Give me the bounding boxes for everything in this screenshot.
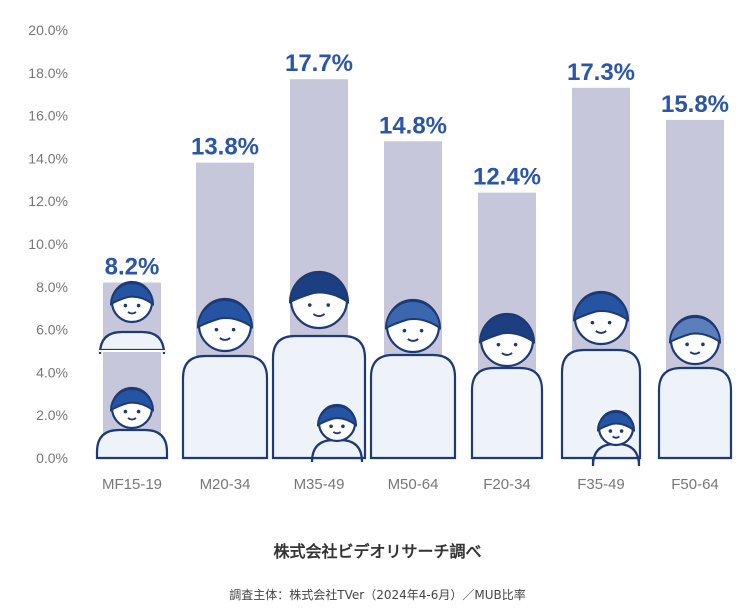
person-head xyxy=(596,409,636,447)
y-tick-label: 2.0% xyxy=(36,407,68,423)
x-tick-label: F35-49 xyxy=(577,476,625,493)
divider xyxy=(99,350,165,352)
person-head xyxy=(196,297,254,353)
source-title: 株式会社ビデオリサーチ調べ xyxy=(273,542,482,561)
person-body xyxy=(560,348,642,460)
person-head xyxy=(288,270,350,330)
person-body xyxy=(95,428,169,460)
person-head xyxy=(384,298,442,354)
person-f50 xyxy=(657,314,733,460)
y-tick-label: 8.0% xyxy=(36,279,68,295)
x-tick-label: F20-34 xyxy=(483,476,531,493)
x-tick-label: MF15-19 xyxy=(102,476,162,493)
data-label: 12.4% xyxy=(473,164,541,191)
data-label: 15.8% xyxy=(661,91,729,118)
person-f35-child xyxy=(591,409,641,467)
person-head xyxy=(668,314,722,366)
x-tick-label: M50-64 xyxy=(388,476,439,493)
data-label: 17.3% xyxy=(567,59,635,86)
x-tick-label: M20-34 xyxy=(200,476,251,493)
y-tick-label: 16.0% xyxy=(28,108,68,124)
person-head xyxy=(109,386,155,430)
data-label: 8.2% xyxy=(105,254,160,281)
y-tick-label: 20.0% xyxy=(28,22,68,38)
person-m50 xyxy=(369,298,457,460)
y-tick-label: 14.0% xyxy=(28,150,68,166)
x-tick-label: M35-49 xyxy=(294,476,345,493)
value-labels: 8.2% 13.8% 17.7% 14.8% 12.4% 17.3% 15.8% xyxy=(105,50,729,280)
x-axis: MF15-19 M20-34 M35-49 M50-64 F20-34 F35-49 F50… xyxy=(102,476,719,493)
y-tick-label: 12.0% xyxy=(28,193,68,209)
y-tick-label: 10.0% xyxy=(28,236,68,252)
person-body xyxy=(591,442,641,467)
x-tick-label: F50-64 xyxy=(671,476,719,493)
data-label: 13.8% xyxy=(191,134,259,161)
y-tick-label: 0.0% xyxy=(36,450,68,466)
y-tick-label: 18.0% xyxy=(28,65,68,81)
person-f20 xyxy=(470,312,544,460)
source-note: 調査主体：株式会社TVer（2024年4-6月）／MUB比率 xyxy=(229,588,526,602)
y-tick-label: 4.0% xyxy=(36,364,68,380)
y-axis: 0.0% 2.0% 4.0% 6.0% 8.0% 10.0% 12.0% 14.0% 16.0%… xyxy=(28,22,68,466)
person-head xyxy=(572,290,630,346)
y-tick-label: 6.0% xyxy=(36,322,68,338)
data-label: 17.7% xyxy=(285,50,353,77)
person-head xyxy=(478,312,536,368)
person-mf-girl xyxy=(98,280,166,355)
person-head xyxy=(316,403,358,443)
person-body xyxy=(271,334,367,460)
person-body xyxy=(369,353,457,460)
bar-chart: 0.0% 2.0% 4.0% 6.0% 8.0% 10.0% 12.0% 14.0% 16.0%… xyxy=(28,22,733,493)
person-body xyxy=(310,438,364,463)
person-body xyxy=(657,366,733,460)
person-m20 xyxy=(181,297,269,460)
person-m35-child xyxy=(310,403,364,463)
person-mf-boy xyxy=(95,386,169,460)
illustrations xyxy=(95,270,733,467)
person-body xyxy=(181,354,269,460)
person-head xyxy=(109,280,155,324)
person-body xyxy=(470,366,544,460)
data-label: 14.8% xyxy=(379,112,447,139)
person-body xyxy=(98,330,166,355)
